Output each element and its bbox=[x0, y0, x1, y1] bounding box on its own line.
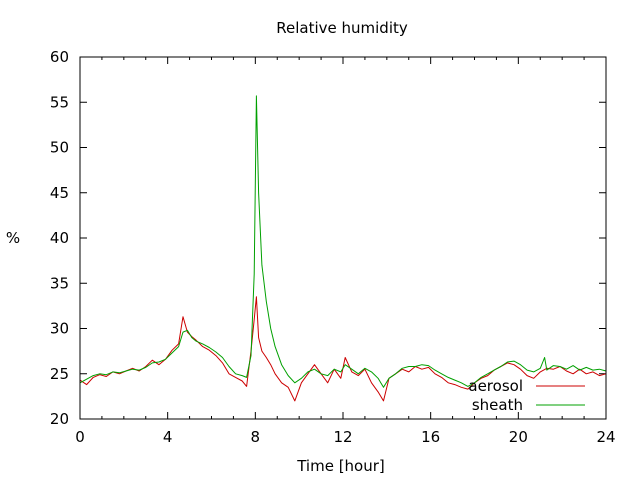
y-tick-label: 35 bbox=[50, 274, 69, 292]
x-tick-label: 12 bbox=[333, 428, 352, 446]
plot-frame bbox=[79, 56, 607, 420]
series-line-sheath bbox=[79, 95, 607, 388]
x-tick-label: 8 bbox=[251, 428, 261, 446]
y-tick-label: 40 bbox=[50, 229, 69, 247]
y-tick-label: 60 bbox=[50, 48, 69, 66]
series-lines bbox=[79, 95, 607, 402]
y-tick-label: 25 bbox=[50, 365, 69, 383]
y-tick-label: 45 bbox=[50, 184, 69, 202]
y-axis-label: % bbox=[6, 229, 20, 247]
x-axis-label: Time [hour] bbox=[296, 457, 385, 475]
x-tick-label: 4 bbox=[163, 428, 173, 446]
y-tick-label: 30 bbox=[50, 320, 69, 338]
x-tick-label: 0 bbox=[75, 428, 85, 446]
series-line-aerosol bbox=[79, 296, 607, 402]
y-tick-label: 55 bbox=[50, 93, 69, 111]
chart-title: Relative humidity bbox=[276, 19, 408, 37]
y-tick-label: 20 bbox=[50, 410, 69, 428]
axis-tick-labels: 0 4 8 12 16 20 24 20 25 30 35 40 45 50 55 60 bbox=[50, 48, 616, 446]
x-tick-label: 16 bbox=[421, 428, 440, 446]
legend-label-aerosol: aerosol bbox=[468, 377, 523, 395]
x-tick-label: 24 bbox=[596, 428, 615, 446]
y-tick-label: 50 bbox=[50, 139, 69, 157]
x-tick-label: 20 bbox=[509, 428, 528, 446]
legend-label-sheath: sheath bbox=[472, 396, 523, 414]
